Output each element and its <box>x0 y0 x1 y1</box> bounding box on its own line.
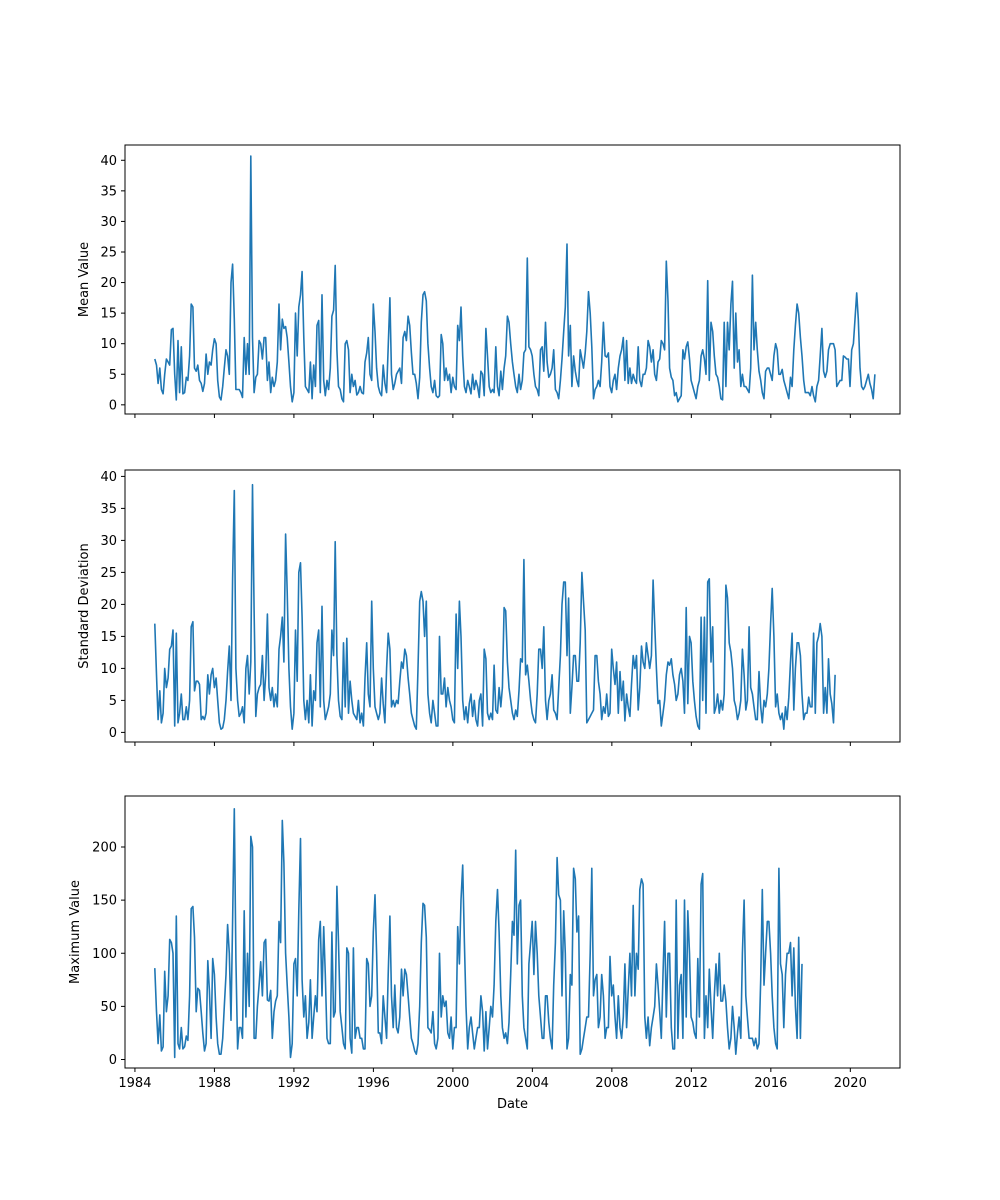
y-tick-label: 20 <box>100 598 117 613</box>
x-tick-label: 1984 <box>118 1076 151 1091</box>
y-tick-label: 5 <box>109 694 117 709</box>
y-tick-label: 5 <box>109 368 117 383</box>
y-tick-label: 0 <box>109 726 117 741</box>
x-tick-label: 2020 <box>834 1076 867 1091</box>
panel-1: 0 5 10 15 20 25 30 35 40 Mean Value <box>77 144 901 418</box>
y-tick-label: 30 <box>100 534 117 549</box>
x-tick-label: 1992 <box>277 1076 310 1091</box>
y-tick-label: 20 <box>100 276 117 291</box>
y-tick-label: 25 <box>100 566 117 581</box>
y-tick-label: 50 <box>100 1000 117 1015</box>
x-tick-label: 2004 <box>516 1076 549 1091</box>
x-tick-label: 2016 <box>754 1076 787 1091</box>
y-tick-label: 30 <box>100 215 117 230</box>
series-line-3 <box>154 807 803 1059</box>
y-tick-label: 10 <box>100 662 117 677</box>
y-tick-label: 10 <box>100 337 117 352</box>
x-tick-label: 1996 <box>357 1076 390 1091</box>
y-tick-label: 15 <box>100 307 117 322</box>
x-tick-label: 2008 <box>595 1076 628 1091</box>
y-tick-label: 150 <box>92 894 117 909</box>
plot-frame <box>124 144 901 415</box>
y-axis-label: Maximum Value <box>68 880 83 984</box>
y-tick-label: 15 <box>100 630 117 645</box>
y-axis-label: Standard Deviation <box>77 543 92 668</box>
x-tick-label: 2000 <box>436 1076 469 1091</box>
plot-frame <box>124 795 901 1069</box>
series-line-2 <box>154 483 836 731</box>
plot-frame <box>124 469 901 743</box>
x-tick-label: 1988 <box>198 1076 231 1091</box>
y-tick-label: 35 <box>100 184 117 199</box>
y-tick-label: 25 <box>100 245 117 260</box>
y-tick-label: 0 <box>109 1053 117 1068</box>
x-axis-label: Date <box>497 1097 528 1112</box>
y-axis-label: Mean Value <box>77 242 92 317</box>
y-tick-label: 40 <box>100 470 117 485</box>
y-tick-label: 35 <box>100 502 117 517</box>
y-tick-label: 40 <box>100 154 117 169</box>
y-tick-label: 200 <box>92 841 117 856</box>
series-line-1 <box>154 155 876 403</box>
panel-2: 0 5 10 15 20 25 30 35 40 Standard Deviation <box>77 469 901 746</box>
y-tick-label: 0 <box>109 398 117 413</box>
y-tick-label: 100 <box>92 947 117 962</box>
x-tick-label: 2012 <box>675 1076 708 1091</box>
panel-3: 0 50 100 150 200 1984 1988 1992 1996 2000 2004 2008… <box>68 795 901 1112</box>
